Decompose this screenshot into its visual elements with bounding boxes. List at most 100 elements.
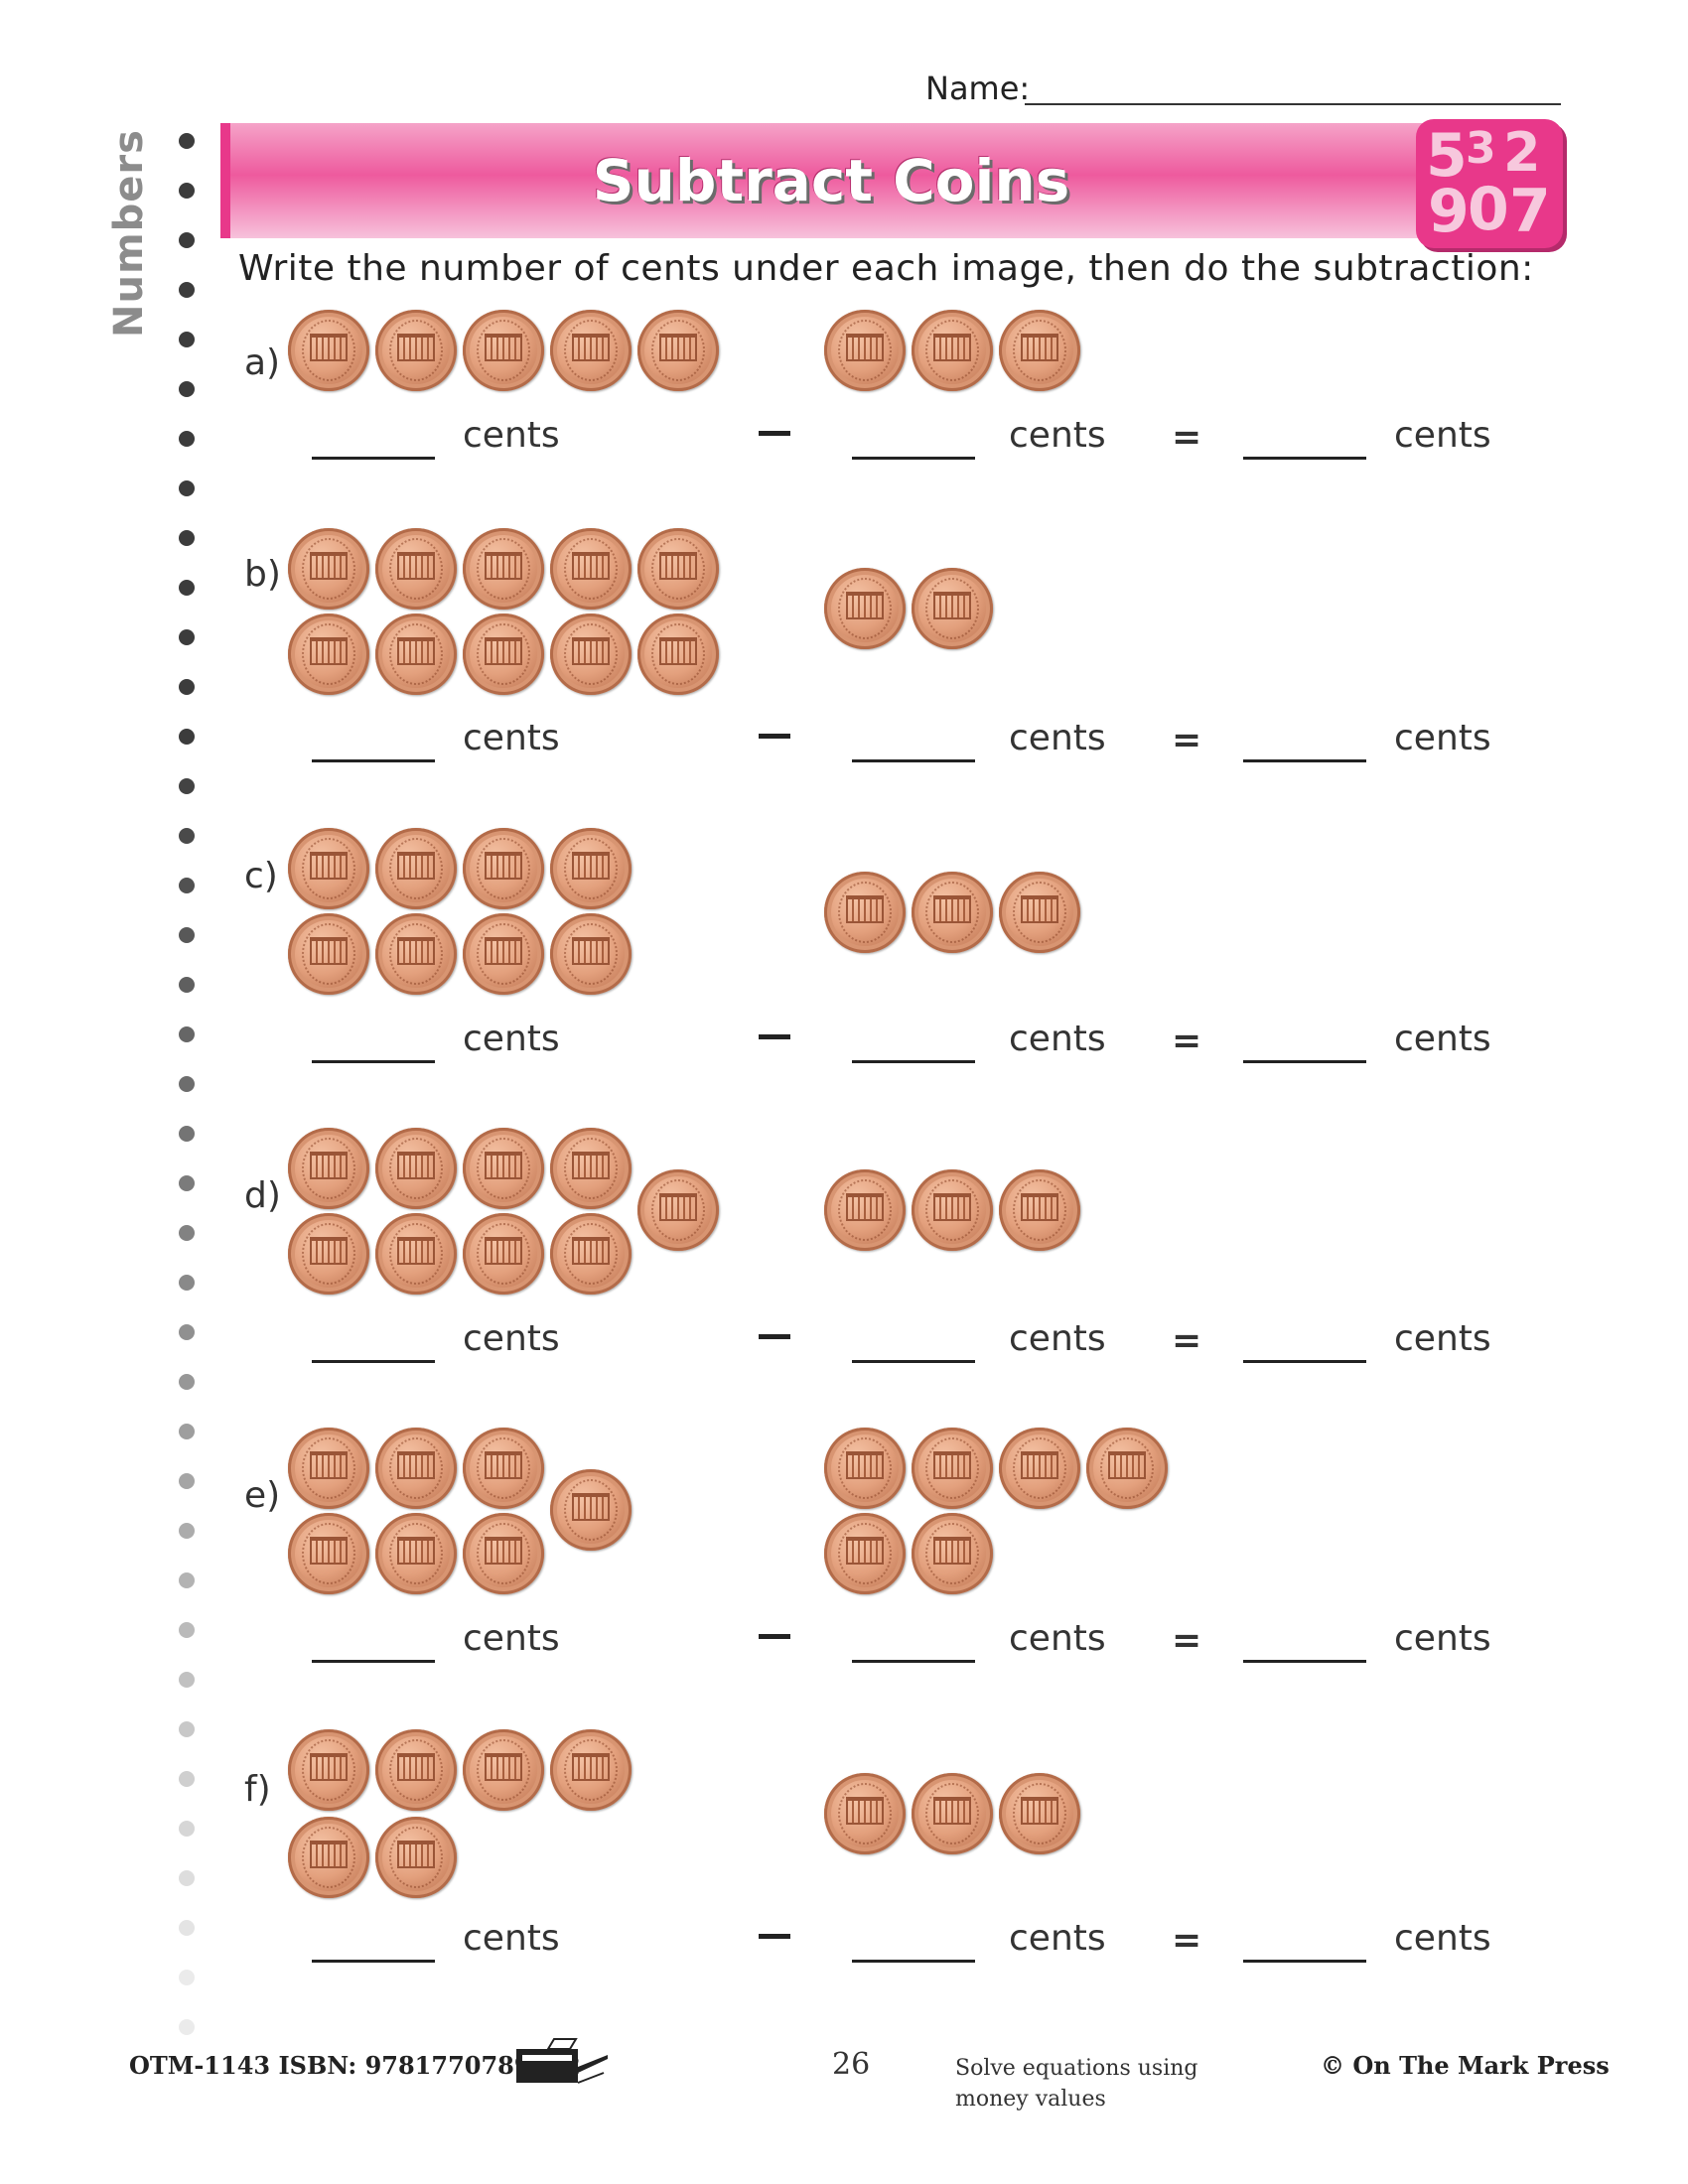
penny-icon xyxy=(999,1428,1080,1509)
answer-blank-left[interactable] xyxy=(312,1360,435,1363)
binder-dot xyxy=(179,729,195,745)
page-number: 26 xyxy=(832,2047,871,2082)
answer-blank-right[interactable] xyxy=(852,1060,975,1063)
badge-digit: 7 xyxy=(1509,177,1551,246)
cents-label: cents xyxy=(1009,1918,1106,1959)
answer-blank-left[interactable] xyxy=(312,1960,435,1963)
minus-sign xyxy=(759,431,790,436)
problem-letter: d) xyxy=(244,1175,281,1216)
banner-bar xyxy=(220,123,1442,238)
penny-icon xyxy=(288,310,369,391)
penny-icon xyxy=(288,1213,369,1295)
penny-icon xyxy=(375,1213,457,1295)
minus-sign xyxy=(759,1934,790,1939)
answer-blank-result[interactable] xyxy=(1243,759,1366,762)
penny-icon xyxy=(637,614,719,695)
penny-icon xyxy=(550,1213,632,1295)
binder-dot xyxy=(179,1275,195,1291)
answer-blank-left[interactable] xyxy=(312,457,435,460)
penny-icon xyxy=(463,1428,544,1509)
answer-blank-result[interactable] xyxy=(1243,1960,1366,1963)
badge-digit: 5 xyxy=(1426,121,1468,191)
answer-blank-left[interactable] xyxy=(312,1660,435,1663)
cents-label: cents xyxy=(1394,718,1491,758)
penny-icon xyxy=(375,1428,457,1509)
side-label-text: Numbers xyxy=(106,129,152,338)
binder-dot xyxy=(179,1672,195,1688)
cents-label: cents xyxy=(463,415,560,456)
penny-icon xyxy=(824,568,906,649)
penny-icon xyxy=(637,528,719,610)
binder-dot xyxy=(179,878,195,893)
binder-dot xyxy=(179,381,195,397)
penny-icon xyxy=(550,1729,632,1811)
penny-icon xyxy=(375,1513,457,1594)
penny-icon xyxy=(463,614,544,695)
penny-icon xyxy=(824,1169,906,1251)
penny-icon xyxy=(637,1169,719,1251)
penny-icon xyxy=(375,828,457,909)
penny-icon xyxy=(912,1773,993,1854)
problem-letter: e) xyxy=(244,1475,281,1516)
penny-icon xyxy=(912,568,993,649)
answer-blank-left[interactable] xyxy=(312,1060,435,1063)
answer-blank-right[interactable] xyxy=(852,1660,975,1663)
penny-icon xyxy=(463,913,544,995)
penny-icon xyxy=(999,1169,1080,1251)
penny-icon xyxy=(824,1773,906,1854)
penny-icon xyxy=(375,1128,457,1209)
cents-label: cents xyxy=(1394,415,1491,456)
penny-icon xyxy=(550,310,632,391)
answer-blank-right[interactable] xyxy=(852,1960,975,1963)
penny-icon xyxy=(288,1513,369,1594)
penny-icon xyxy=(912,1428,993,1509)
cents-label: cents xyxy=(1394,1318,1491,1359)
answer-blank-right[interactable] xyxy=(852,759,975,762)
penny-icon xyxy=(1086,1428,1168,1509)
penny-icon xyxy=(463,1213,544,1295)
penny-icon xyxy=(824,310,906,391)
penny-icon xyxy=(288,1729,369,1811)
binder-dot xyxy=(179,1126,195,1142)
binder-dot xyxy=(179,183,195,199)
penny-icon xyxy=(550,528,632,610)
cents-label: cents xyxy=(1009,1318,1106,1359)
answer-blank-result[interactable] xyxy=(1243,1060,1366,1063)
answer-blank-result[interactable] xyxy=(1243,1360,1366,1363)
binder-dot xyxy=(179,1523,195,1539)
cents-label: cents xyxy=(1009,718,1106,758)
cents-label: cents xyxy=(463,718,560,758)
penny-icon xyxy=(288,614,369,695)
penny-icon xyxy=(550,1128,632,1209)
answer-blank-left[interactable] xyxy=(312,759,435,762)
penny-icon xyxy=(550,614,632,695)
binder-dot xyxy=(179,1970,195,1985)
name-label: Name: xyxy=(925,69,1031,107)
binder-dot xyxy=(179,1473,195,1489)
answer-blank-right[interactable] xyxy=(852,1360,975,1363)
answer-blank-result[interactable] xyxy=(1243,457,1366,460)
penny-icon xyxy=(999,310,1080,391)
name-field[interactable] xyxy=(1025,103,1561,105)
equals-sign: = xyxy=(1172,1320,1202,1361)
answer-blank-right[interactable] xyxy=(852,457,975,460)
binder-dot xyxy=(179,480,195,496)
binder-dot xyxy=(179,1622,195,1638)
binder-dot xyxy=(179,1374,195,1390)
equals-sign: = xyxy=(1172,417,1202,458)
binder-dot xyxy=(179,1771,195,1787)
binder-dot xyxy=(179,1870,195,1886)
equals-sign: = xyxy=(1172,1021,1202,1061)
minus-sign xyxy=(759,1334,790,1339)
minus-sign xyxy=(759,1634,790,1639)
penny-icon xyxy=(824,1428,906,1509)
footer-isbn: OTM-1143 ISBN: 9781770789302 xyxy=(129,2051,581,2080)
cents-label: cents xyxy=(1009,1019,1106,1059)
penny-icon xyxy=(550,828,632,909)
equals-sign: = xyxy=(1172,1920,1202,1961)
binder-dot xyxy=(179,1225,195,1241)
binder-dot xyxy=(179,530,195,546)
problem-letter: c) xyxy=(244,856,278,896)
answer-blank-result[interactable] xyxy=(1243,1660,1366,1663)
penny-icon xyxy=(375,913,457,995)
